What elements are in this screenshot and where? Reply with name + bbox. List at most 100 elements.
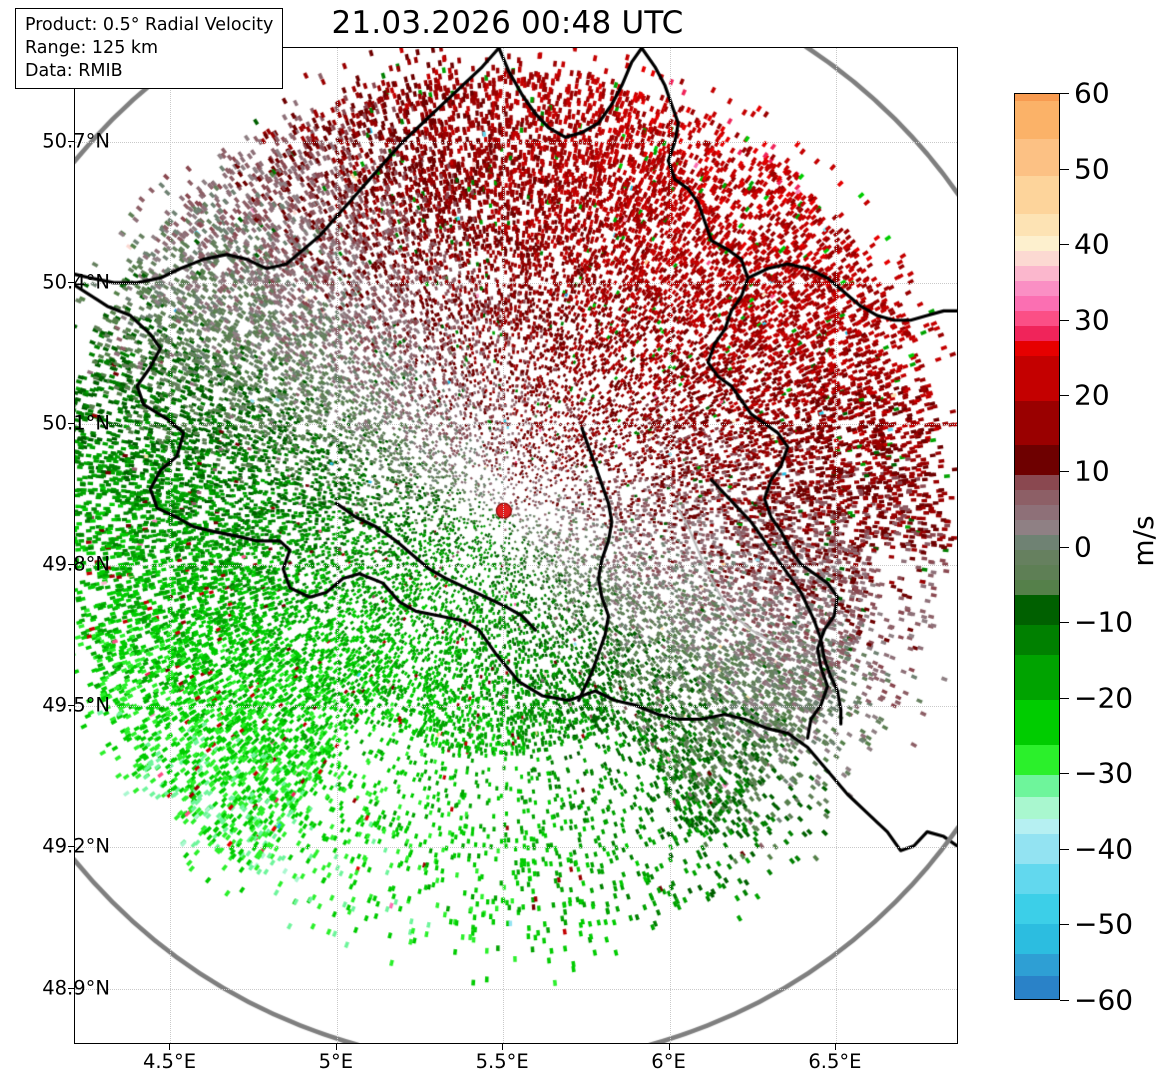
colorbar-tick-label: 0: [1074, 530, 1092, 563]
longitude-tick-label: 6°E: [651, 1050, 686, 1073]
gridline-lat: [75, 988, 957, 990]
colorbar-tick-label: 40: [1074, 227, 1110, 261]
latitude-tick-label: 49.8°N: [42, 552, 110, 576]
gridline-lat: [75, 424, 957, 426]
colorbar-band: [1015, 976, 1059, 999]
colorbar-band: [1015, 580, 1059, 596]
colorbar-band: [1015, 774, 1059, 797]
info-product: Product: 0.5° Radial Velocity: [25, 15, 274, 35]
colorbar-unit-label: m/s: [1127, 514, 1161, 567]
latitude-tick-label: 49.2°N: [42, 834, 110, 858]
longitude-tick-label: 4.5°E: [142, 1050, 197, 1073]
longitude-tick-label: 5.5°E: [475, 1050, 529, 1073]
colorbar-tick-mark: [1060, 697, 1069, 699]
latitude-tick-mark: [68, 141, 74, 143]
colorbar-tick-mark: [1060, 470, 1069, 472]
colorbar-band: [1015, 213, 1059, 237]
gridline-lon: [669, 48, 671, 1043]
colorbar-tick-mark: [1060, 924, 1069, 926]
latitude-tick-mark: [68, 564, 74, 566]
colorbar-tick-mark: [1060, 773, 1069, 775]
colorbar-band: [1015, 295, 1059, 311]
colorbar-tick-label: −60: [1074, 983, 1134, 1017]
longitude-tick-label: 5°E: [318, 1050, 354, 1073]
info-data-source: Data: RMIB: [25, 60, 123, 81]
gridline-lon: [336, 48, 338, 1043]
colorbar-tick-label: −40: [1074, 832, 1134, 866]
colorbar-tick-mark: [1060, 546, 1069, 548]
colorbar-band: [1015, 699, 1059, 745]
colorbar-band: [1015, 490, 1059, 506]
colorbar-band: [1015, 475, 1059, 491]
colorbar-band: [1015, 355, 1059, 401]
colorbar-band: [1015, 864, 1059, 895]
colorbar-tick-mark: [1060, 1000, 1069, 1001]
colorbar-tick-label: 30: [1074, 303, 1110, 337]
longitude-tick-mark: [335, 1044, 337, 1050]
colorbar-tick-label: 50: [1074, 152, 1110, 186]
gridline-lat: [75, 142, 957, 144]
longitude-tick-label: 6.5°E: [808, 1050, 862, 1073]
colorbar-band: [1015, 310, 1059, 326]
colorbar-tick-label: −20: [1074, 681, 1134, 715]
latitude-tick-label: 50.1°N: [42, 411, 110, 435]
colorbar-tick-mark: [1060, 168, 1069, 170]
radar-velocity-plot[interactable]: [75, 48, 957, 1043]
latitude-tick-mark: [68, 705, 74, 707]
colorbar-band: [1015, 280, 1059, 296]
colorbar-band: [1015, 266, 1059, 281]
colorbar-tick-label: −50: [1074, 907, 1134, 941]
colorbar-tick-label: 10: [1074, 454, 1110, 488]
gridline-lon: [170, 48, 172, 1043]
colorbar-band: [1015, 520, 1059, 536]
colorbar-band: [1015, 924, 1059, 955]
gridline-lat: [75, 565, 957, 567]
colorbar-band: [1015, 595, 1059, 625]
radar-map-axes[interactable]: [74, 47, 958, 1044]
latitude-tick-label: 50.4°N: [42, 270, 110, 294]
colorbar-band: [1015, 954, 1059, 977]
colorbar-tick-label: −10: [1074, 605, 1134, 639]
colorbar-band: [1015, 445, 1059, 476]
colorbar-tick-label: −30: [1074, 756, 1134, 790]
colorbar-tick-label: 20: [1074, 378, 1110, 412]
colorbar[interactable]: 60 50 40 30 20 10 0 −10 −20 −30 −40 −50 −60: [1014, 77, 1133, 1017]
latitude-tick-label: 49.5°N: [42, 693, 110, 717]
colorbar-band: [1015, 251, 1059, 266]
colorbar-gradient: [1014, 93, 1060, 1000]
latitude-tick-mark: [68, 282, 74, 284]
page-title: 21.03.2026 00:48 UTC: [331, 5, 684, 41]
colorbar-band: [1015, 505, 1059, 521]
colorbar-tick-mark: [1060, 848, 1069, 850]
longitude-tick-mark: [668, 1044, 670, 1050]
colorbar-band: [1015, 101, 1059, 139]
colorbar-band: [1015, 94, 1059, 102]
longitude-tick-mark: [834, 1044, 836, 1050]
colorbar-band: [1015, 550, 1059, 566]
colorbar-band: [1015, 744, 1059, 775]
latitude-tick-label: 50.7°N: [42, 129, 110, 153]
colorbar-tick-mark: [1060, 395, 1069, 397]
colorbar-tick-label: 60: [1074, 76, 1110, 110]
colorbar-tick-mark: [1060, 319, 1069, 321]
colorbar-band: [1015, 834, 1059, 865]
colorbar-band: [1015, 400, 1059, 446]
gridline-lat: [75, 847, 957, 849]
latitude-tick-label: 48.9°N: [42, 976, 110, 1000]
gridline-lon: [503, 48, 505, 1043]
colorbar-band: [1015, 176, 1059, 214]
colorbar-band: [1015, 340, 1059, 356]
longitude-tick-mark: [169, 1044, 171, 1050]
latitude-tick-mark: [68, 846, 74, 848]
gridline-lat: [75, 283, 957, 285]
colorbar-band: [1015, 894, 1059, 925]
colorbar-tick-mark: [1060, 622, 1069, 624]
colorbar-band: [1015, 236, 1059, 252]
colorbar-band: [1015, 325, 1059, 341]
longitude-tick-mark: [502, 1044, 504, 1050]
latitude-tick-mark: [68, 423, 74, 425]
colorbar-tick-mark: [1060, 244, 1069, 246]
product-info-box: Product: 0.5° Radial Velocity Range: 125…: [15, 8, 284, 90]
latitude-tick-mark: [68, 987, 74, 989]
colorbar-band: [1015, 819, 1059, 835]
